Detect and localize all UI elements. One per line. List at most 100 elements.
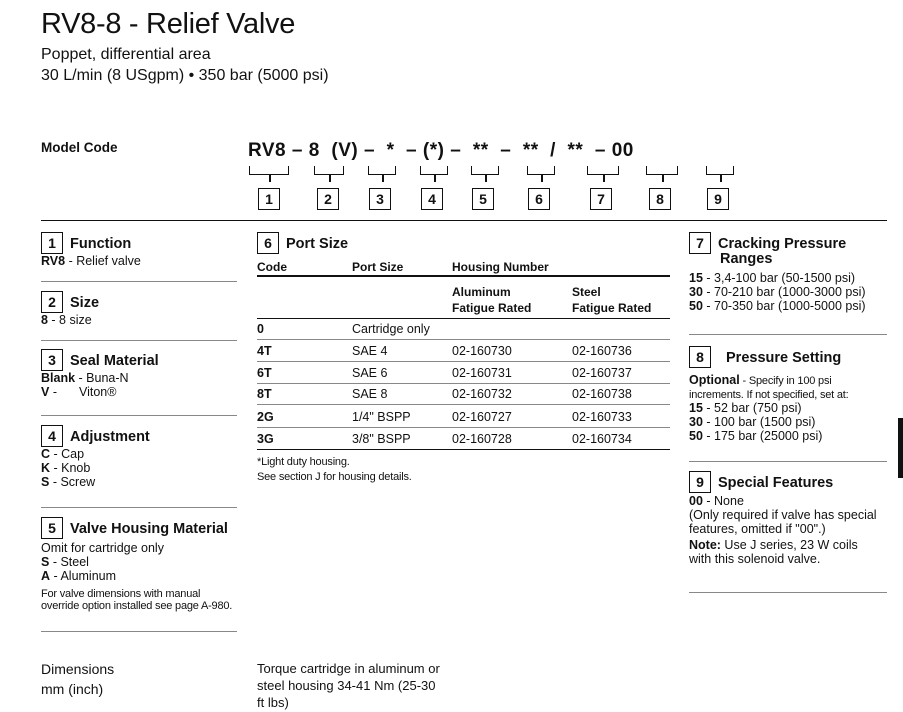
cell-steel: 02-160738 [572,387,632,401]
code-position-3: 3 [369,188,391,210]
cell-aluminum: 02-160732 [452,387,512,401]
cell-port: SAE 6 [352,366,388,380]
section-adjustment: 4 Adjustment C - Cap K - Knob S - Screw [41,425,150,489]
section-size: 2 Size 8 - 8 size [41,291,99,327]
divider [689,461,887,462]
cell-code: 2G [257,410,274,424]
section-title: Cracking Pressure [718,236,847,252]
section-number: 9 [689,471,711,493]
option-code: Optional [689,373,740,387]
col-header-steel: Steel [572,285,601,299]
option-code: C [41,447,51,461]
cell-port: SAE 8 [352,387,388,401]
table-rule [257,449,670,450]
housing-note: override option installed see page A-980… [41,600,233,612]
option-desc: - Specify in 100 psi [739,375,832,387]
option-desc: - Cap [50,447,85,461]
code-bracket-4 [420,166,448,182]
code-position-9: 9 [707,188,729,210]
code-position-5: 5 [472,188,494,210]
section-title: Seal Material [70,353,159,369]
section-special-features: 9 Special Features 00 - None (Only requir… [689,471,877,566]
section-pressure-setting: 8 Pressure Setting Optional - Specify in … [689,346,849,443]
option-code: RV8 [41,254,66,268]
option-code: V [41,385,50,399]
rating-text: 30 L/min (8 USgpm) • 350 bar (5000 psi) [41,67,329,84]
special-note: (Only required if valve has special [689,508,877,522]
section-number: 6 [257,232,279,254]
col-header-aluminum-sub: Fatigue Rated [452,301,532,315]
option-code: 15 [689,271,703,285]
section-number: 7 [689,232,711,254]
section-number: 1 [41,232,63,254]
section-title: Pressure Setting [726,350,842,366]
divider [41,507,237,508]
model-code-label: Model Code [41,140,118,155]
model-code-string: RV8 – 8 (V) – * – (*) – ** – ** / ** – 0… [248,140,634,161]
cell-code: 6T [257,366,272,380]
option-code: 8 [41,313,48,327]
page-edge-marker [898,418,903,478]
cell-code: 0 [257,322,264,336]
code-bracket-8 [646,166,678,182]
note-label: Note: [689,538,721,552]
option-desc: - 3,4-100 bar (50-1500 psi) [702,271,856,285]
table-rule [257,404,670,405]
option-desc: increments. If not specified, set at: [689,389,849,401]
option-code: K [41,461,51,475]
option-code: 50 [689,299,703,313]
divider [41,631,237,632]
cell-aluminum: 02-160728 [452,432,512,446]
section-title-line2: Ranges [720,251,773,267]
option-code: 15 [689,401,703,415]
option-desc: - 175 bar (25000 psi) [702,429,823,443]
special-note: features, omitted if "00".) [689,522,826,536]
cell-code: 4T [257,344,272,358]
section-title: Special Features [718,475,834,491]
table-footnote: See section J for housing details. [257,471,412,483]
option-desc: - Aluminum [50,569,117,583]
section-port-size: 6 Port Size [257,232,348,254]
option-desc: - 8 size [47,313,92,327]
option-desc: - Screw [49,475,96,489]
note-desc: Use J series, 23 W coils [720,538,858,552]
col-header-steel-sub: Fatigue Rated [572,301,652,315]
section-cracking-pressure: 7 Cracking Pressure Ranges 15 - 3,4-100 b… [689,232,866,313]
option-code: 30 [689,285,703,299]
option-desc: - Buna-N [75,371,129,385]
cell-steel: 02-160736 [572,344,632,358]
option-desc: - Steel [49,555,89,569]
cell-port: SAE 4 [352,344,388,358]
col-header-port: Port Size [352,260,404,274]
divider [41,281,237,282]
col-header-housing: Housing Number [452,260,549,274]
table-rule [257,361,670,362]
code-position-7: 7 [590,188,612,210]
code-position-4: 4 [421,188,443,210]
section-title: Port Size [286,236,349,252]
section-seal-material: 3 Seal Material Blank - Buna-N V - Viton® [41,349,159,399]
option-desc: - 70-350 bar (1000-5000 psi) [702,299,866,313]
option-desc: - None [702,494,744,508]
code-bracket-2 [314,166,344,182]
section-title: Adjustment [70,429,150,445]
header-divider [41,220,887,221]
section-number: 2 [41,291,63,313]
page-subtitle: Poppet, differential area [41,46,211,63]
code-position-6: 6 [528,188,550,210]
section-title: Size [70,295,100,311]
cell-aluminum: 02-160727 [452,410,512,424]
divider [41,340,237,341]
dimensions-unit: mm (inch) [41,681,104,697]
table-rule [257,318,670,319]
option-code: 00 [689,494,703,508]
torque-note: ft lbs) [257,695,289,710]
code-position-1: 1 [258,188,280,210]
code-position-8: 8 [649,188,671,210]
option-code: A [41,569,51,583]
cell-port: 3/8" BSPP [352,432,411,446]
option-code: Blank [41,371,76,385]
cell-steel: 02-160733 [572,410,632,424]
cell-code: 8T [257,387,272,401]
code-bracket-1 [249,166,289,182]
